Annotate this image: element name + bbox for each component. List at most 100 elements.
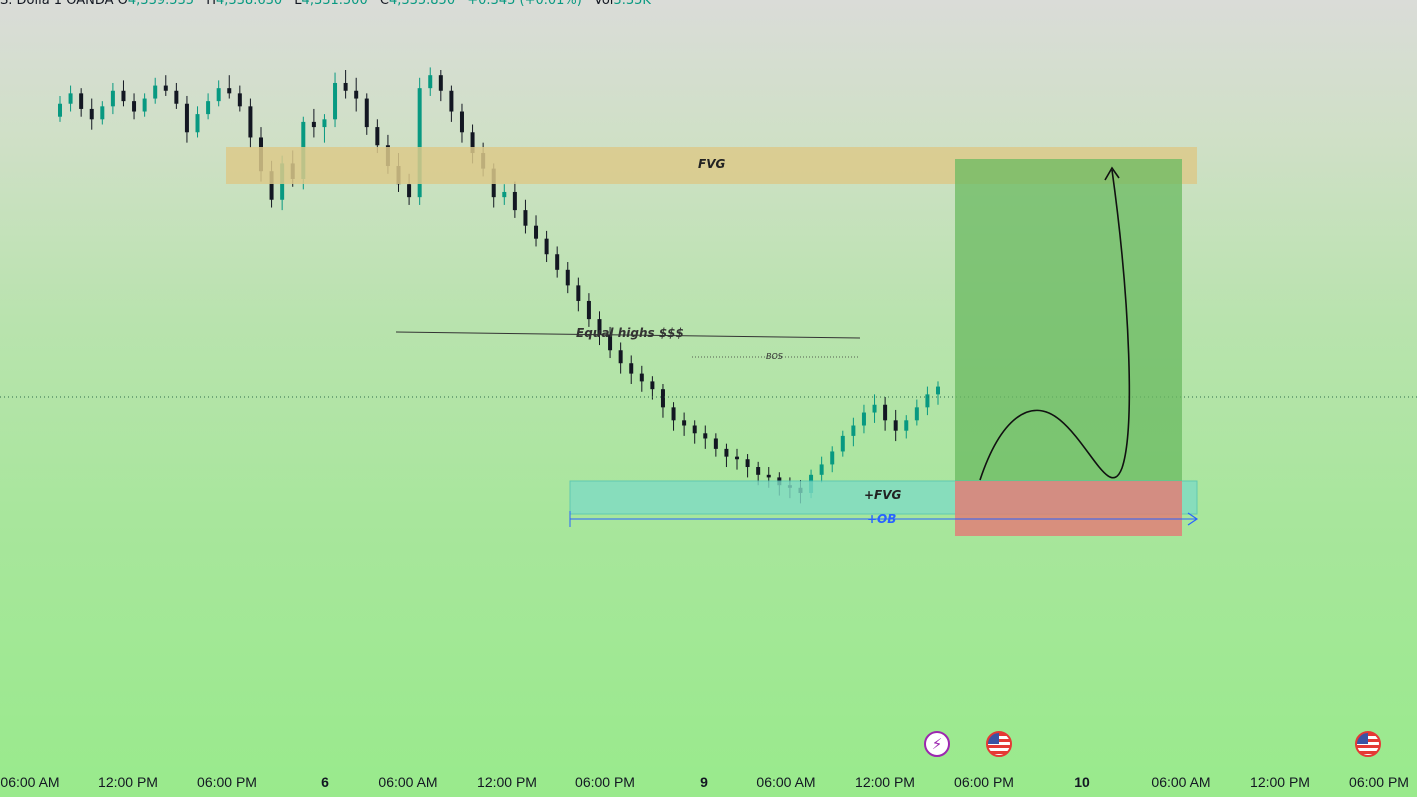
candle-body bbox=[248, 106, 253, 138]
candle-body bbox=[724, 448, 729, 457]
candle-body bbox=[893, 420, 898, 431]
candle-body bbox=[322, 119, 327, 128]
candle-body bbox=[470, 132, 475, 154]
candle-body bbox=[936, 386, 940, 395]
fvg-label: FVG bbox=[698, 157, 726, 171]
candle-body bbox=[132, 101, 137, 112]
x-tick-label: 06:00 AM bbox=[378, 774, 438, 790]
x-tick-label: 12:00 PM bbox=[477, 774, 537, 790]
candle-body bbox=[174, 90, 179, 104]
candle-body bbox=[883, 404, 888, 421]
candle-body bbox=[184, 103, 189, 133]
open-value: 4,339.535 bbox=[127, 0, 195, 8]
symbol-name[interactable]: S. Dolla 1 OANDA bbox=[0, 0, 114, 8]
candle-body bbox=[830, 451, 835, 465]
x-tick-label: 10 bbox=[1074, 774, 1090, 790]
candle-body bbox=[671, 407, 676, 421]
us-flag-icon[interactable] bbox=[1355, 731, 1381, 757]
open-label: O bbox=[117, 0, 128, 8]
candle-body bbox=[766, 474, 771, 478]
candle-body bbox=[195, 114, 200, 133]
candle-body bbox=[851, 425, 856, 436]
candle-body bbox=[206, 101, 211, 115]
candle-body bbox=[925, 394, 930, 408]
candle-body bbox=[692, 425, 697, 434]
candle-body bbox=[68, 93, 73, 104]
candle-body bbox=[375, 127, 380, 146]
candle-body bbox=[428, 75, 433, 89]
candle-body bbox=[502, 191, 507, 198]
candle-body bbox=[872, 404, 877, 413]
vol-label: Vol bbox=[593, 0, 614, 8]
x-tick-label: 9 bbox=[700, 774, 708, 790]
x-tick-label: 12:00 PM bbox=[1250, 774, 1310, 790]
candles-layer bbox=[58, 67, 940, 504]
ob-label: +OB bbox=[867, 512, 897, 526]
change-value: +0.345 (+0.01%) bbox=[467, 0, 582, 8]
us-flag-icon[interactable] bbox=[986, 731, 1012, 757]
candle-body bbox=[618, 350, 623, 364]
candle-body bbox=[110, 90, 115, 107]
candle-body bbox=[364, 98, 369, 128]
candle-body bbox=[311, 121, 316, 128]
candle-body bbox=[58, 103, 62, 117]
candle-body bbox=[555, 254, 560, 270]
high-label: H bbox=[206, 0, 216, 8]
candle-body bbox=[417, 88, 422, 198]
x-tick-label: 06:00 AM bbox=[756, 774, 816, 790]
x-tick-label: 06:00 PM bbox=[575, 774, 635, 790]
candle-body bbox=[819, 464, 824, 475]
candle-body bbox=[608, 334, 613, 351]
candle-body bbox=[735, 456, 740, 460]
lightning-icon[interactable] bbox=[924, 731, 950, 757]
x-tick-label: 06:00 PM bbox=[1349, 774, 1409, 790]
projection-arrow-head bbox=[1104, 166, 1120, 181]
candle-body bbox=[745, 459, 750, 468]
candle-body bbox=[597, 319, 602, 335]
high-value: 4,338.630 bbox=[215, 0, 283, 8]
candle-body bbox=[153, 85, 158, 99]
candle-body bbox=[100, 106, 105, 120]
candle-body bbox=[534, 225, 539, 239]
candle-body bbox=[650, 381, 655, 390]
candle-body bbox=[459, 111, 464, 133]
candle-body bbox=[713, 438, 718, 449]
candle-body bbox=[121, 90, 126, 102]
candle-body bbox=[449, 90, 454, 112]
candle-body bbox=[237, 93, 242, 107]
candle-body bbox=[79, 93, 84, 109]
candle-body bbox=[682, 420, 687, 426]
x-tick-label: 06:00 PM bbox=[954, 774, 1014, 790]
low-value: 4,331.500 bbox=[301, 0, 368, 8]
candle-body bbox=[407, 184, 412, 198]
x-tick-label: 06:00 PM bbox=[197, 774, 257, 790]
close-label: C bbox=[379, 0, 389, 8]
candle-body bbox=[544, 238, 549, 255]
candle-body bbox=[756, 467, 761, 475]
x-tick-label: 06:00 AM bbox=[0, 774, 60, 790]
candle-body bbox=[354, 90, 359, 99]
equal-highs-line[interactable] bbox=[395, 331, 861, 339]
target-zone[interactable] bbox=[955, 159, 1182, 481]
bull-fvg-label: +FVG bbox=[864, 488, 902, 502]
candle-body bbox=[840, 435, 845, 452]
candle-body bbox=[227, 88, 232, 94]
candle-body bbox=[639, 373, 644, 382]
equal-highs-label: Equal highs $$$ bbox=[576, 326, 684, 340]
low-label: L bbox=[294, 0, 302, 8]
candle-body bbox=[914, 407, 919, 421]
stop-zone[interactable] bbox=[955, 481, 1182, 536]
candle-body bbox=[565, 269, 570, 286]
symbol-header: S. Dolla 1 OANDA O4,339.535 H4,338.630 L… bbox=[0, 0, 659, 8]
candle-body bbox=[89, 108, 94, 120]
projection-path[interactable] bbox=[979, 169, 1131, 481]
candle-body bbox=[576, 285, 581, 301]
x-tick-label: 06:00 AM bbox=[1151, 774, 1211, 790]
candle-body bbox=[523, 210, 528, 226]
candle-body bbox=[629, 363, 634, 374]
candle-body bbox=[586, 300, 591, 320]
x-tick-label: 12:00 PM bbox=[855, 774, 915, 790]
candle-body bbox=[333, 82, 338, 120]
candle-body bbox=[703, 433, 708, 439]
